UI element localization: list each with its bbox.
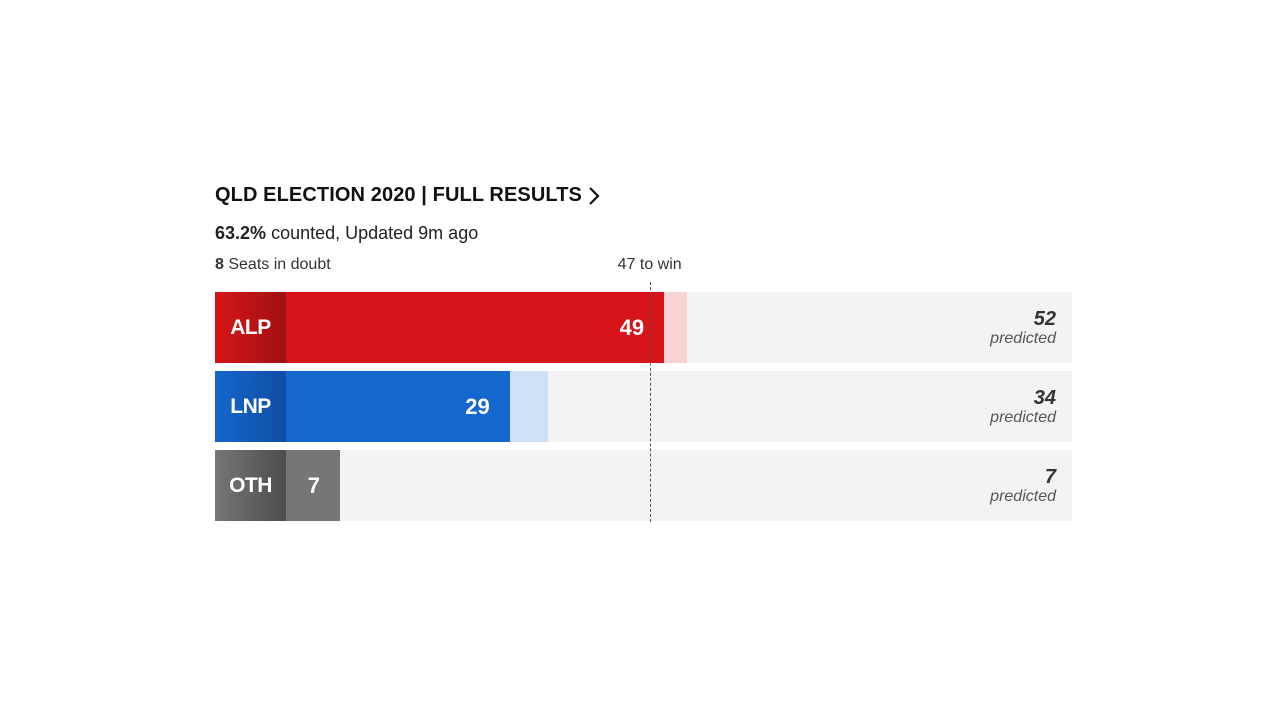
election-results-widget: QLD ELECTION 2020 | FULL RESULTS 63.2% c… [215, 180, 1072, 530]
seats-in-doubt-label: Seats in doubt [228, 256, 331, 273]
majority-label: 47 to win [617, 256, 682, 273]
predicted-seats: 52 predicted [990, 292, 1056, 363]
chevron-right-icon [588, 186, 600, 206]
won-seats-value: 49 [619, 314, 645, 340]
predicted-label: predicted [990, 329, 1056, 347]
party-label: OTH [215, 450, 286, 521]
full-results-link[interactable]: QLD ELECTION 2020 | FULL RESULTS [215, 184, 600, 207]
party-label: ALP [215, 292, 286, 363]
counted-status-text: counted, Updated 9m ago [271, 223, 479, 243]
won-seats-value: 29 [465, 393, 490, 419]
won-seats-value: 7 [307, 472, 320, 498]
party-row-oth: OTH 7 7 predicted [215, 450, 1072, 521]
majority-line [649, 282, 651, 522]
predicted-seats: 7 predicted [990, 450, 1056, 521]
predicted-label: predicted [990, 487, 1056, 505]
seats-in-doubt-count: 8 [215, 256, 224, 273]
party-row-alp: ALP 49 52 predicted [215, 292, 1072, 363]
widget-title: QLD ELECTION 2020 | FULL RESULTS [215, 184, 582, 206]
predicted-seats-value: 52 [1033, 307, 1056, 330]
predicted-seats-value: 34 [1033, 386, 1056, 409]
predicted-label: predicted [990, 408, 1056, 426]
predicted-bar [664, 292, 688, 363]
counted-percentage: 63.2% [215, 223, 267, 243]
party-label: LNP [215, 371, 286, 442]
party-row-lnp: LNP 29 34 predicted [215, 371, 1072, 442]
won-bar [215, 292, 665, 363]
predicted-seats-value: 7 [1044, 465, 1056, 488]
seats-in-doubt: 8 Seats in doubt [215, 256, 331, 274]
predicted-seats: 34 predicted [990, 371, 1056, 442]
predicted-bar [509, 371, 549, 442]
count-status: 63.2% counted, Updated 9m ago [215, 223, 478, 244]
